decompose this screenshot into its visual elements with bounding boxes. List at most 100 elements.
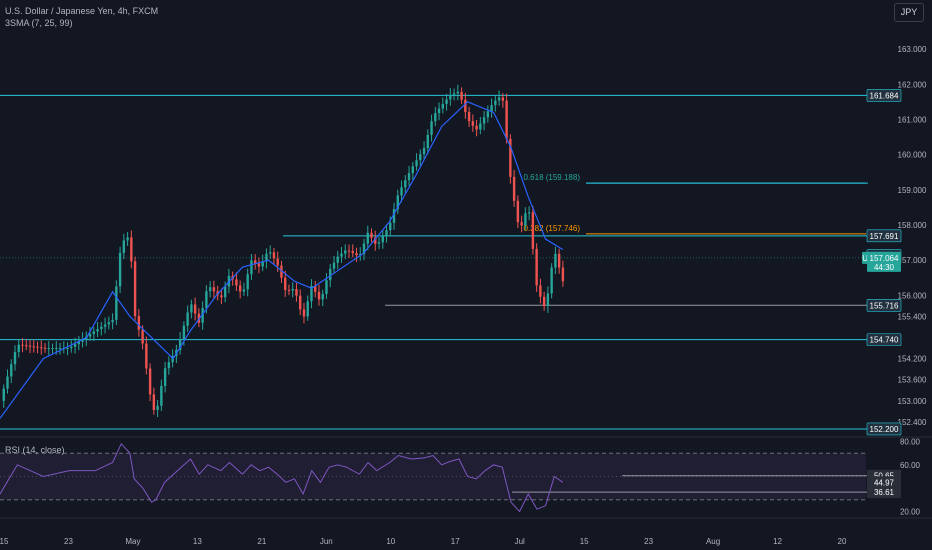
price-pane[interactable]: 0.618 (159.188) 0.382 (157.746) — [0, 84, 868, 430]
price-level-tag — [866, 229, 902, 243]
time-tick-label: 15 — [580, 537, 589, 546]
time-tick-label: 21 — [257, 537, 266, 546]
candle-body — [55, 348, 58, 350]
candle-body — [355, 253, 358, 256]
candle-body — [460, 91, 463, 100]
candle-body — [392, 209, 396, 223]
candle-body — [186, 312, 189, 326]
time-tick-label: Jul — [515, 537, 525, 546]
candle-body — [295, 288, 298, 296]
time-tick-label: May — [125, 537, 140, 546]
candle-body — [512, 176, 516, 201]
candle-body — [524, 213, 527, 226]
candle-body — [40, 347, 43, 349]
candle-body — [160, 385, 163, 406]
candle-body — [201, 307, 204, 323]
candle-body — [100, 326, 103, 330]
candle-body — [422, 148, 426, 155]
candle-body — [257, 263, 261, 267]
candle-body — [302, 309, 306, 317]
price-tick-label: 155.400 — [898, 312, 927, 321]
rsi-value-tag-text: 36.61 — [874, 488, 895, 497]
candle-body — [205, 291, 208, 308]
price-tick-label: 162.000 — [898, 80, 927, 89]
candle-body — [190, 304, 193, 313]
candle-body — [220, 295, 223, 298]
price-level-tag-text: 157.691 — [870, 232, 899, 241]
candle-body — [107, 322, 111, 325]
candle-body — [359, 254, 362, 256]
candle-body — [51, 348, 54, 350]
currency-button[interactable]: JPY — [894, 3, 924, 22]
candle-body — [145, 343, 148, 369]
candle-body — [419, 154, 422, 161]
candle-body — [58, 348, 62, 350]
rsi-pane[interactable] — [0, 442, 868, 513]
rsi-tick-label: 20.00 — [900, 508, 921, 517]
candle-body — [437, 108, 441, 114]
candle-body — [103, 324, 107, 327]
candle-body — [475, 125, 478, 130]
candle-body — [118, 252, 122, 287]
fib-level-label: 0.618 (159.188) — [524, 173, 581, 182]
candle-body — [193, 304, 197, 314]
rsi-value-tag — [867, 476, 901, 489]
symbol-title: U.S. Dollar / Japanese Yen, 4h, FXCM — [5, 6, 159, 16]
candle-body — [92, 331, 96, 334]
sma-indicator-label[interactable]: 3SMA (7, 25, 99) — [5, 18, 73, 28]
candle-body — [141, 329, 144, 344]
candle-body — [306, 301, 309, 317]
candle-body — [482, 117, 486, 124]
price-level-tag — [866, 422, 902, 436]
candle-body — [494, 100, 497, 106]
price-tags: 161.684157.691157.129155.716154.740152.2… — [862, 89, 902, 499]
time-tick-label: 13 — [193, 537, 202, 546]
candle-body — [479, 123, 482, 130]
candle-body — [238, 285, 242, 292]
candle-body — [70, 346, 73, 349]
price-tick-label: 154.200 — [898, 355, 927, 364]
price-tick-label: 161.000 — [898, 115, 927, 124]
candle-body — [25, 345, 28, 347]
candle-body — [554, 253, 557, 268]
candle-body — [336, 256, 339, 263]
candle-body — [6, 376, 9, 389]
candle-body — [10, 364, 13, 377]
price-level-tag-text: 161.684 — [870, 91, 899, 100]
candle-body — [404, 180, 407, 188]
price-level-tag — [866, 298, 902, 312]
fib-level-label: 0.382 (157.746) — [524, 224, 581, 233]
candle-body — [96, 329, 99, 332]
rsi-indicator-label[interactable]: RSI (14, close) — [5, 445, 65, 455]
candle-body — [182, 325, 186, 339]
time-tick-label: 10 — [386, 537, 395, 546]
time-tick-label: 12 — [773, 537, 782, 546]
candle-body — [370, 232, 373, 238]
candle-body — [539, 285, 542, 297]
rsi-value-tag-text: 50.65 — [874, 472, 895, 481]
chart-grid — [0, 436, 932, 519]
time-tick-label: 20 — [838, 537, 847, 546]
candle-body — [400, 187, 403, 196]
candle-body — [464, 99, 467, 112]
rsi-tick-label: 60.00 — [900, 461, 921, 470]
candle-body — [486, 111, 490, 118]
candle-body — [434, 113, 437, 122]
candle-body — [115, 286, 118, 320]
candle-body — [81, 339, 84, 342]
candle-body — [130, 237, 133, 262]
candle-body — [456, 91, 460, 94]
price-tick-label: 153.600 — [898, 376, 927, 385]
candle-body — [490, 105, 493, 112]
candle-body — [449, 94, 452, 100]
candle-body — [137, 316, 141, 330]
candle-body — [261, 261, 264, 267]
price-tick-label: 156.000 — [898, 291, 927, 300]
time-tick-label: 23 — [64, 537, 73, 546]
rsi-tick-label: 80.00 — [900, 438, 921, 447]
rsi-value-tag-text: 44.97 — [874, 478, 895, 487]
countdown-text: 44:30 — [874, 263, 895, 272]
candle-body — [332, 262, 336, 269]
candle-body — [385, 230, 388, 237]
